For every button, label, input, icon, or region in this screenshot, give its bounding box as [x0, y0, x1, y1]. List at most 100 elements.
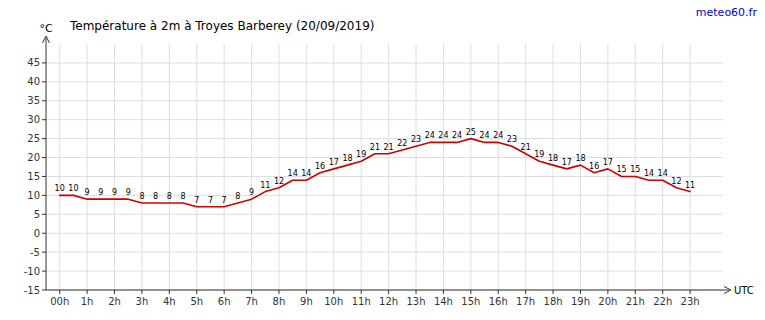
grid-line-x	[416, 44, 417, 290]
y-tick-label: -5	[30, 247, 40, 258]
grid-line-x	[333, 44, 334, 290]
x-tick	[525, 290, 526, 294]
y-tick	[42, 81, 46, 82]
data-label: 17	[603, 158, 613, 167]
data-label: 9	[98, 188, 103, 197]
x-tick	[388, 290, 389, 294]
data-label: 23	[411, 135, 421, 144]
x-tick-label: 20h	[598, 296, 617, 307]
y-tick-label: -15	[24, 285, 40, 296]
x-axis-arrow	[724, 287, 731, 294]
y-tick	[42, 138, 46, 139]
data-label: 10	[55, 184, 65, 193]
data-label: 15	[616, 165, 626, 174]
data-label: 7	[208, 196, 213, 205]
axes: -15-10-505101520253035404500h1h2h3h4h5h6…	[24, 36, 731, 307]
grid-line-y	[46, 157, 723, 158]
y-tick	[42, 62, 46, 63]
data-label: 12	[671, 177, 681, 186]
x-tick-label: 12h	[379, 296, 398, 307]
data-label: 11	[260, 181, 270, 190]
grid-line-x	[470, 44, 471, 290]
x-tick	[361, 290, 362, 294]
grid-line-x	[525, 44, 526, 290]
x-tick	[662, 290, 663, 294]
data-label: 12	[274, 177, 284, 186]
x-tick-label: 00h	[50, 296, 69, 307]
y-tick	[42, 100, 46, 101]
x-tick	[607, 290, 608, 294]
x-tick-label: 9h	[300, 296, 313, 307]
data-label: 21	[521, 143, 531, 152]
grid-line-x	[59, 44, 60, 290]
data-label: 9	[112, 188, 117, 197]
data-label: 8	[235, 192, 240, 201]
x-tick-label: 8h	[273, 296, 286, 307]
x-tick	[580, 290, 581, 294]
x-tick	[278, 290, 279, 294]
grid	[46, 44, 723, 290]
grid-line-y	[46, 138, 723, 139]
grid-line-x	[580, 44, 581, 290]
x-axis-line	[46, 290, 729, 291]
chart-title: Température à 2m à Troyes Barberey (20/0…	[69, 19, 374, 33]
y-axis-arrow	[43, 36, 50, 43]
x-tick	[470, 290, 471, 294]
watermark: meteo60.fr	[696, 6, 758, 19]
x-tick-label: 10h	[324, 296, 343, 307]
y-tick	[42, 214, 46, 215]
data-label: 19	[356, 150, 366, 159]
x-tick-label: 7h	[245, 296, 258, 307]
grid-line-x	[306, 44, 307, 290]
data-label: 8	[139, 192, 144, 201]
grid-line-x	[443, 44, 444, 290]
x-tick-label: 1h	[81, 296, 94, 307]
x-tick-label: 19h	[571, 296, 590, 307]
grid-line-x	[662, 44, 663, 290]
data-label: 24	[479, 131, 489, 140]
data-label: 22	[397, 139, 407, 148]
y-tick	[42, 195, 46, 196]
x-tick-label: 3h	[136, 296, 149, 307]
data-label: 18	[548, 154, 558, 163]
x-tick-label: 6h	[218, 296, 231, 307]
data-label: 16	[315, 162, 325, 171]
grid-line-y	[46, 119, 723, 120]
y-axis-label: °C	[39, 22, 53, 35]
y-tick	[42, 271, 46, 272]
y-tick-label: 25	[27, 133, 40, 144]
y-tick-label: 5	[34, 209, 40, 220]
x-tick-label: 11h	[352, 296, 371, 307]
data-label: 7	[222, 196, 227, 205]
data-label: 8	[153, 192, 158, 201]
grid-line-y	[46, 214, 723, 215]
x-tick	[114, 290, 115, 294]
data-label: 15	[630, 165, 640, 174]
data-label: 21	[384, 143, 394, 152]
x-tick	[59, 290, 60, 294]
grid-line-x	[251, 44, 252, 290]
grid-line-y	[46, 252, 723, 253]
data-label: 8	[180, 192, 185, 201]
data-label: 9	[126, 188, 131, 197]
data-label: 24	[452, 131, 462, 140]
grid-line-x	[690, 44, 691, 290]
x-tick-label: 14h	[434, 296, 453, 307]
data-label: 18	[575, 154, 585, 163]
chart: -15-10-505101520253035404500h1h2h3h4h5h6…	[0, 0, 765, 320]
data-label: 24	[493, 131, 503, 140]
x-tick	[141, 290, 142, 294]
y-tick	[42, 290, 46, 291]
grid-line-x	[114, 44, 115, 290]
x-tick	[416, 290, 417, 294]
data-label: 18	[342, 154, 352, 163]
plot-area	[60, 139, 690, 207]
y-tick-label: 30	[27, 114, 40, 125]
x-tick	[498, 290, 499, 294]
data-label: 10	[68, 184, 78, 193]
data-label: 21	[370, 143, 380, 152]
x-tick	[333, 290, 334, 294]
x-tick-label: 17h	[516, 296, 535, 307]
x-tick-label: 21h	[626, 296, 645, 307]
data-label: 14	[644, 169, 654, 178]
